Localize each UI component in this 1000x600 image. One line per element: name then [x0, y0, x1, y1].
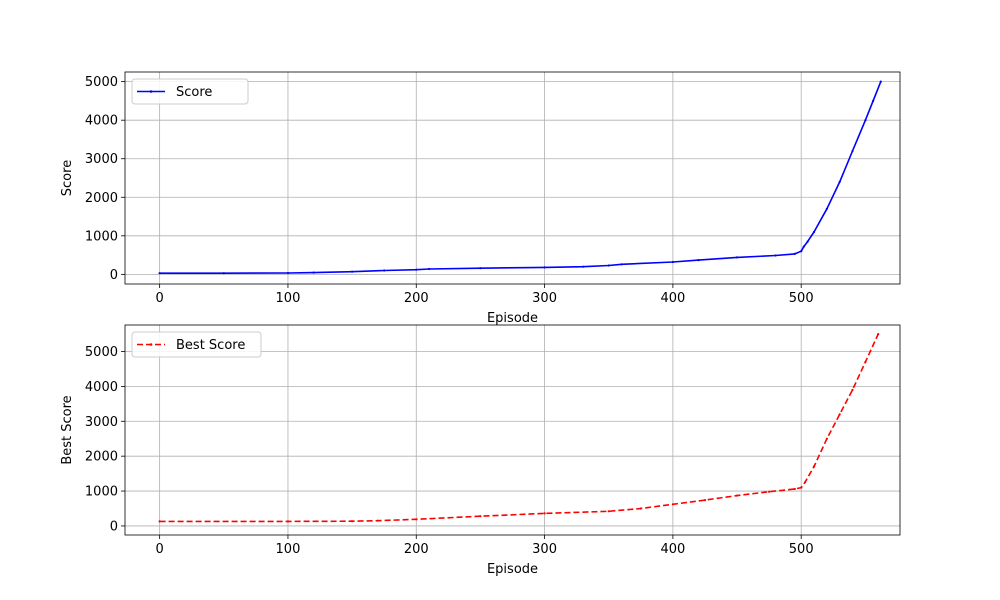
best-score-data-point — [543, 512, 546, 515]
score-x-tick-label: 300 — [532, 291, 557, 306]
score-data-point — [582, 265, 585, 268]
score-y-tick-label: 4000 — [85, 114, 118, 129]
best-score-legend-label: Best Score — [176, 338, 245, 353]
score-x-tick-label: 400 — [660, 291, 685, 306]
best-score-y-tick-label: 5000 — [85, 345, 118, 360]
score-data-point — [158, 272, 161, 275]
score-data-point — [800, 250, 803, 253]
best-score-panel: 0 100 200 300 400 500010002000300040005000Epi… — [60, 324, 901, 577]
score-data-point — [543, 266, 546, 269]
best-score-y-tick-label: 3000 — [85, 415, 118, 430]
score-data-point — [428, 267, 431, 271]
best-score-data-point — [768, 490, 771, 493]
best-score-x-tick-label: 200 — [404, 542, 429, 557]
score-data-point — [825, 207, 829, 210]
best-score-y-axis-label: Best Score — [60, 395, 75, 464]
score-data-point — [838, 180, 841, 183]
score-data-point — [851, 149, 854, 153]
best-score-data-point — [851, 388, 854, 391]
score-data-point — [312, 271, 315, 274]
score-panel: 0 100 200 300 400 500010002000300040005000Epi… — [60, 71, 901, 326]
best-score-data-point — [158, 520, 161, 523]
best-score-data-point — [735, 494, 739, 497]
score-data-point — [812, 230, 816, 234]
best-score-x-tick-label: 500 — [789, 542, 814, 557]
best-score-data-point — [479, 515, 482, 518]
best-score-x-axis-label: Episode — [487, 562, 538, 577]
score-y-tick-label: 2000 — [85, 191, 118, 206]
score-y-tick-label: 1000 — [85, 229, 118, 244]
best-score-x-tick-label: 300 — [532, 542, 557, 557]
best-score-legend-marker — [149, 343, 153, 346]
score-data-point — [415, 268, 418, 271]
best-score-x-tick-label: 0 — [156, 542, 164, 557]
score-data-point — [872, 99, 875, 102]
score-data-point — [735, 256, 739, 259]
best-score-y-tick-label: 0 — [110, 519, 118, 534]
best-score-y-tick-label: 1000 — [85, 485, 118, 500]
best-score-data-point — [639, 507, 642, 510]
score-y-tick-label: 0 — [110, 268, 118, 283]
best-score-y-tick-label: 4000 — [85, 380, 118, 395]
score-data-point — [806, 240, 809, 243]
best-score-axes-frame — [124, 324, 901, 536]
score-data-point — [879, 80, 882, 83]
score-data-point — [774, 254, 777, 257]
score-series-line — [159, 81, 882, 274]
score-y-tick-label: 3000 — [85, 152, 118, 167]
score-data-point — [351, 270, 354, 273]
best-score-data-point — [351, 520, 354, 523]
score-data-point — [671, 260, 675, 264]
score-data-point — [383, 269, 386, 272]
score-data-point — [802, 245, 805, 248]
score-axes-frame — [124, 71, 901, 285]
best-score-series-line — [159, 333, 879, 523]
score-data-point — [793, 252, 796, 255]
best-score-data-point — [838, 413, 841, 416]
best-score-data-point — [825, 437, 829, 440]
best-score-data-point — [703, 499, 707, 502]
best-score-x-tick-label: 100 — [276, 542, 301, 557]
score-data-point — [697, 259, 700, 262]
best-score-data-point — [803, 481, 807, 484]
score-x-tick-label: 200 — [404, 291, 429, 306]
best-score-x-tick-label: 400 — [660, 542, 685, 557]
best-score-y-tick-label: 2000 — [85, 450, 118, 465]
score-data-point — [479, 267, 482, 270]
best-score-data-point — [671, 503, 675, 506]
score-data-point — [222, 272, 225, 275]
best-score-data-point — [877, 333, 880, 336]
score-legend-marker — [149, 90, 153, 93]
score-x-tick-label: 100 — [276, 291, 301, 306]
best-score-data-point — [800, 486, 803, 489]
best-score-data-point — [793, 487, 796, 491]
score-legend-label: Score — [176, 85, 212, 100]
score-data-point — [620, 263, 623, 266]
best-score-legend-box — [131, 331, 262, 358]
score-x-tick-label: 0 — [156, 291, 164, 306]
score-data-point — [864, 119, 867, 122]
best-score-data-point — [864, 360, 867, 364]
score-legend-box — [131, 78, 249, 105]
best-score-data-point — [286, 520, 290, 523]
score-data-point — [607, 264, 610, 267]
best-score-data-point — [812, 465, 816, 468]
best-score-data-point — [415, 518, 418, 521]
best-score-data-point — [607, 510, 610, 513]
score-y-axis-label: Score — [60, 160, 75, 196]
score-x-tick-label: 500 — [789, 291, 814, 306]
best-score-data-point — [376, 519, 379, 522]
score-data-point — [286, 271, 290, 275]
score-x-axis-label: Episode — [487, 311, 538, 326]
score-y-tick-label: 5000 — [85, 75, 118, 90]
